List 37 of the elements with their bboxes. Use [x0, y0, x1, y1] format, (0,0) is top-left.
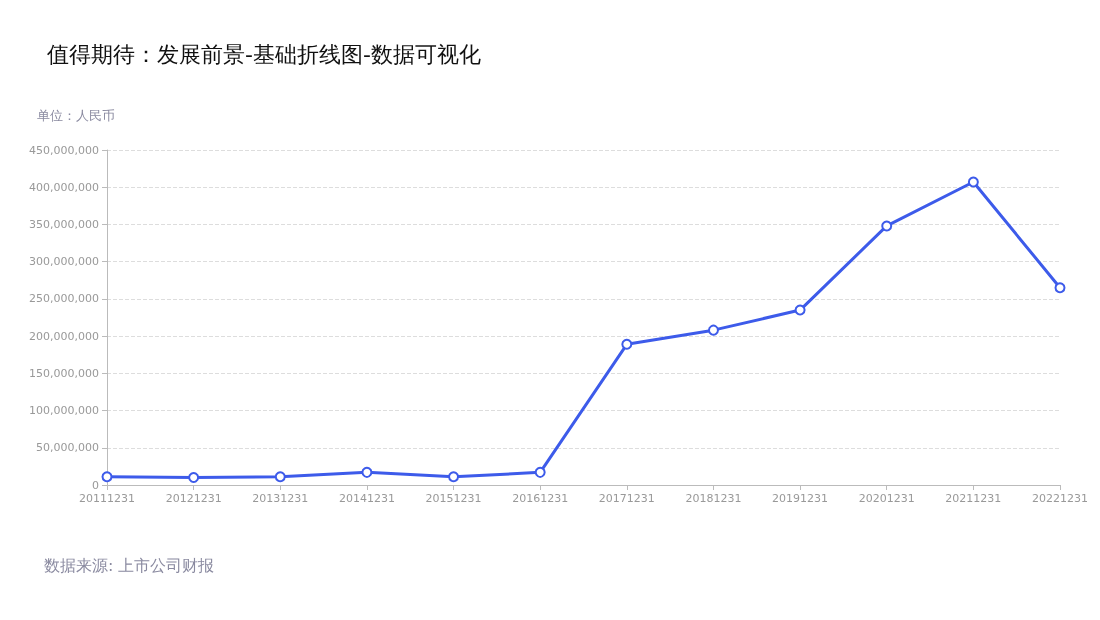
point — [101, 471, 113, 483]
chart-title: 值得期待：发展前景-基础折线图-数据可视化 — [47, 41, 481, 67]
point — [448, 471, 460, 483]
x-tick-label: 20211231 — [945, 492, 1002, 505]
point — [1054, 282, 1066, 294]
y-tick-label: 0 — [92, 478, 99, 492]
point — [621, 338, 633, 350]
source-note: 数据来源: 上市公司财报 — [44, 555, 215, 575]
point — [794, 304, 806, 316]
y-tick-label: 450,000,000 — [29, 143, 99, 157]
x-tick-label: 20111231 — [79, 492, 135, 505]
point — [361, 466, 373, 478]
y-axis-title: 单位：人民币 — [37, 108, 115, 123]
x-tick-label: 20201231 — [858, 492, 915, 505]
y-tick-label: 250,000,000 — [29, 292, 99, 306]
x-tick-label: 20121231 — [165, 492, 222, 505]
point — [188, 472, 200, 484]
x-tick-label: 20171231 — [598, 492, 655, 505]
x-tick-label: 20191231 — [772, 492, 829, 505]
y-tick-label: 200,000,000 — [29, 329, 99, 343]
point — [707, 324, 719, 336]
x-tick-label: 20221231 — [1032, 492, 1088, 505]
x-tick-label: 20141231 — [338, 492, 395, 505]
y-tick-label: 100,000,000 — [29, 404, 99, 418]
x-tick-label: 20131231 — [252, 492, 309, 505]
point — [881, 220, 893, 232]
y-tick-label: 400,000,000 — [29, 180, 99, 194]
y-tick-label: 350,000,000 — [29, 217, 99, 231]
point — [274, 471, 286, 483]
point — [534, 466, 546, 478]
y-tick-label: 50,000,000 — [36, 441, 99, 455]
y-tick-label: 300,000,000 — [29, 255, 99, 269]
x-tick-label: 20181231 — [685, 492, 742, 505]
point — [967, 176, 979, 188]
x-tick-label: 20161231 — [512, 492, 569, 505]
x-tick-label: 20151231 — [425, 492, 482, 505]
y-tick-label: 150,000,000 — [29, 366, 99, 380]
